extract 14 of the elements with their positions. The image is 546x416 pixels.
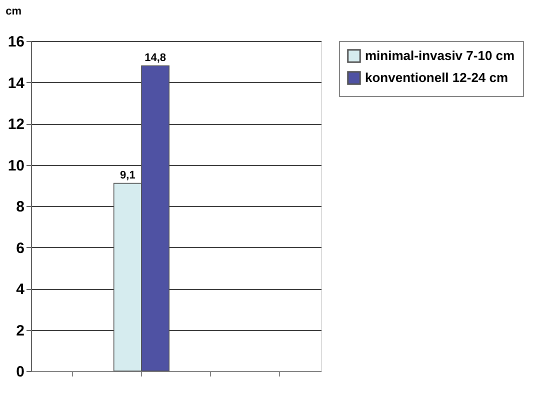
y-tick-label: 16 <box>8 34 24 50</box>
data-label: 14,8 <box>144 52 166 64</box>
y-tick-label: 12 <box>8 116 24 133</box>
y-tick-label: 2 <box>16 322 24 340</box>
y-tick-label: 8 <box>16 198 24 216</box>
y-tick-label: 10 <box>8 157 24 174</box>
y-tick-label: 6 <box>16 240 24 257</box>
y-tick-label: 14 <box>8 74 26 92</box>
legend-label: minimal-invasiv 7-10 cm <box>365 48 515 63</box>
legend-label: konventionell 12-24 cm <box>365 70 508 85</box>
y-tick-label: 0 <box>16 364 24 380</box>
y-axis-title: cm <box>6 6 22 18</box>
data-label: 9,1 <box>120 169 136 182</box>
y-tick-label: 4 <box>16 281 26 298</box>
